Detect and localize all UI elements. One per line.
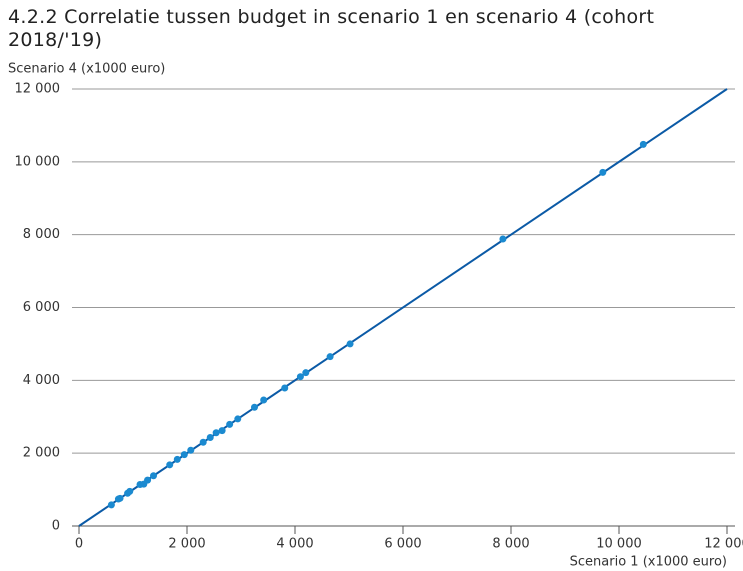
x-tick-label: 8 000 [492,537,529,552]
point [499,235,507,243]
point [326,353,334,361]
point [166,461,174,469]
point [346,340,354,348]
y-tick-label: 0 [52,519,60,534]
x-tick-label: 10 000 [596,537,642,552]
y-axis-title: Scenario 4 (x1000 euro) [8,62,165,77]
point [281,384,289,392]
point [226,420,234,428]
point [187,446,195,454]
y-tick-label: 8 000 [23,227,60,242]
point [116,494,124,502]
point [296,373,304,381]
y-tick-label: 6 000 [23,300,60,315]
point [234,415,242,423]
point [126,487,134,495]
point [212,429,220,437]
point [206,434,214,442]
point [107,501,115,509]
x-tick-label: 0 [75,537,83,552]
y-tick-label: 10 000 [15,154,61,169]
point [251,403,258,411]
point [302,369,310,377]
x-tick-label: 12 000 [704,537,743,552]
y-tick-label: 12 000 [15,82,61,97]
point [639,140,647,148]
x-axis-title: Scenario 1 (x1000 euro) [570,555,727,570]
point [173,455,181,463]
point [199,438,207,446]
y-tick-label: 4 000 [23,373,60,388]
point [144,476,152,484]
chart-title: 4.2.2 Correlatie tussen budget in scenar… [8,6,655,51]
point [180,451,188,459]
point [599,168,607,176]
point [260,396,268,404]
x-tick-label: 4 000 [276,537,313,552]
y-tick-label: 2 000 [23,446,60,461]
x-tick-label: 6 000 [384,537,421,552]
point [150,472,158,480]
x-tick-label: 2 000 [168,537,205,552]
point [218,427,226,435]
